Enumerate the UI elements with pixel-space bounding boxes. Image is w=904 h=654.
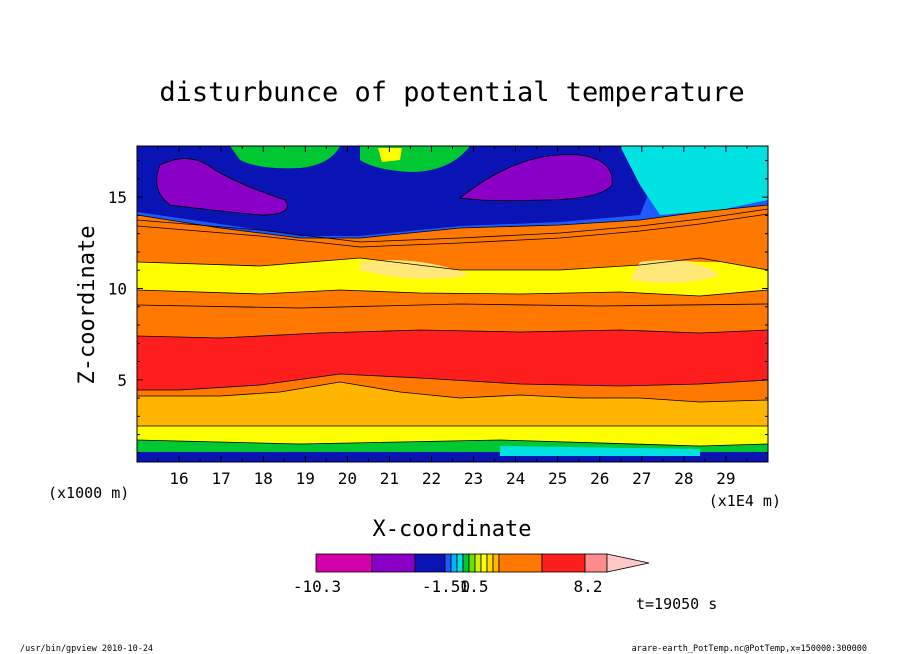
axis-ticks xyxy=(137,146,768,462)
y-tick-label: 5 xyxy=(117,371,127,390)
y-unit-label: (x1000 m) xyxy=(48,484,129,502)
patch-top-green xyxy=(230,146,470,172)
x-tick-label: 20 xyxy=(338,469,357,488)
x-tick-label: 25 xyxy=(548,469,567,488)
footer-right: arare-earth_PotTemp.nc@PotTemp,x=150000:… xyxy=(632,644,867,654)
colorbar-segment xyxy=(480,553,488,573)
colorbar-segment xyxy=(315,553,373,573)
chart-title: disturbunce of potential temperature xyxy=(159,77,744,108)
colorbar-segment xyxy=(474,553,482,573)
x-tick-label: 17 xyxy=(212,469,231,488)
colorbar-segment xyxy=(584,553,608,573)
x-tick-label: 27 xyxy=(632,469,651,488)
colorbar-labels: -10.3 -1.501.5 8.2 xyxy=(293,577,603,596)
patch-purple-right xyxy=(460,154,613,201)
colorbar-label: -1.50 xyxy=(422,577,470,596)
y-tick-labels: 5 10 15 xyxy=(108,188,127,390)
x-unit-label: (x1E4 m) xyxy=(709,492,781,510)
plot-area xyxy=(137,146,768,462)
band-bottom-navy xyxy=(137,452,768,462)
colorbar-label: 8.2 xyxy=(574,577,603,596)
band-red xyxy=(137,330,768,390)
colorbar-segment xyxy=(371,553,416,573)
colorbar xyxy=(315,553,650,573)
x-tick-label: 18 xyxy=(254,469,273,488)
colorbar-triangle xyxy=(606,553,650,573)
colorbar-segment xyxy=(541,553,586,573)
x-axis-label: X-coordinate xyxy=(373,517,532,542)
time-label: t=19050 s xyxy=(636,595,717,613)
colorbar-segment xyxy=(414,553,446,573)
x-tick-label: 29 xyxy=(716,469,735,488)
x-tick-label: 21 xyxy=(380,469,399,488)
colorbar-segment xyxy=(498,553,543,573)
x-tick-label: 26 xyxy=(590,469,609,488)
contour-lines xyxy=(137,154,768,447)
band-upper-orange xyxy=(137,208,768,262)
patch-top-cyan xyxy=(620,146,768,215)
patch-top-yellow xyxy=(378,148,402,162)
x-tick-label: 23 xyxy=(464,469,483,488)
footer-left: /usr/bin/gpview 2010-10-24 xyxy=(20,644,153,654)
colorbar-segment xyxy=(486,553,494,573)
y-tick-label: 15 xyxy=(108,188,127,207)
x-tick-label: 24 xyxy=(506,469,525,488)
colorbar-segment xyxy=(492,553,500,573)
colorbar-segment xyxy=(468,553,476,573)
x-tick-label: 16 xyxy=(169,469,188,488)
x-tick-label: 19 xyxy=(296,469,315,488)
colorbar-segment xyxy=(462,553,470,573)
colorbar-label: 1.5 xyxy=(460,577,489,596)
patch-purple-left xyxy=(156,158,288,215)
y-axis-label: Z-coordinate xyxy=(75,226,100,385)
x-tick-label: 22 xyxy=(422,469,441,488)
colorbar-segment xyxy=(450,553,458,573)
x-tick-label: 28 xyxy=(674,469,693,488)
colorbar-segment xyxy=(456,553,464,573)
patch-upper-lightyellow xyxy=(360,260,720,284)
x-tick-labels: 16 17 18 19 20 21 22 23 24 25 26 27 28 29 xyxy=(169,469,735,488)
colorbar-label: -10.3 xyxy=(293,577,341,596)
colorbar-segment xyxy=(444,553,452,573)
y-tick-label: 10 xyxy=(108,279,127,298)
patch-bottom-cyan xyxy=(500,446,700,456)
